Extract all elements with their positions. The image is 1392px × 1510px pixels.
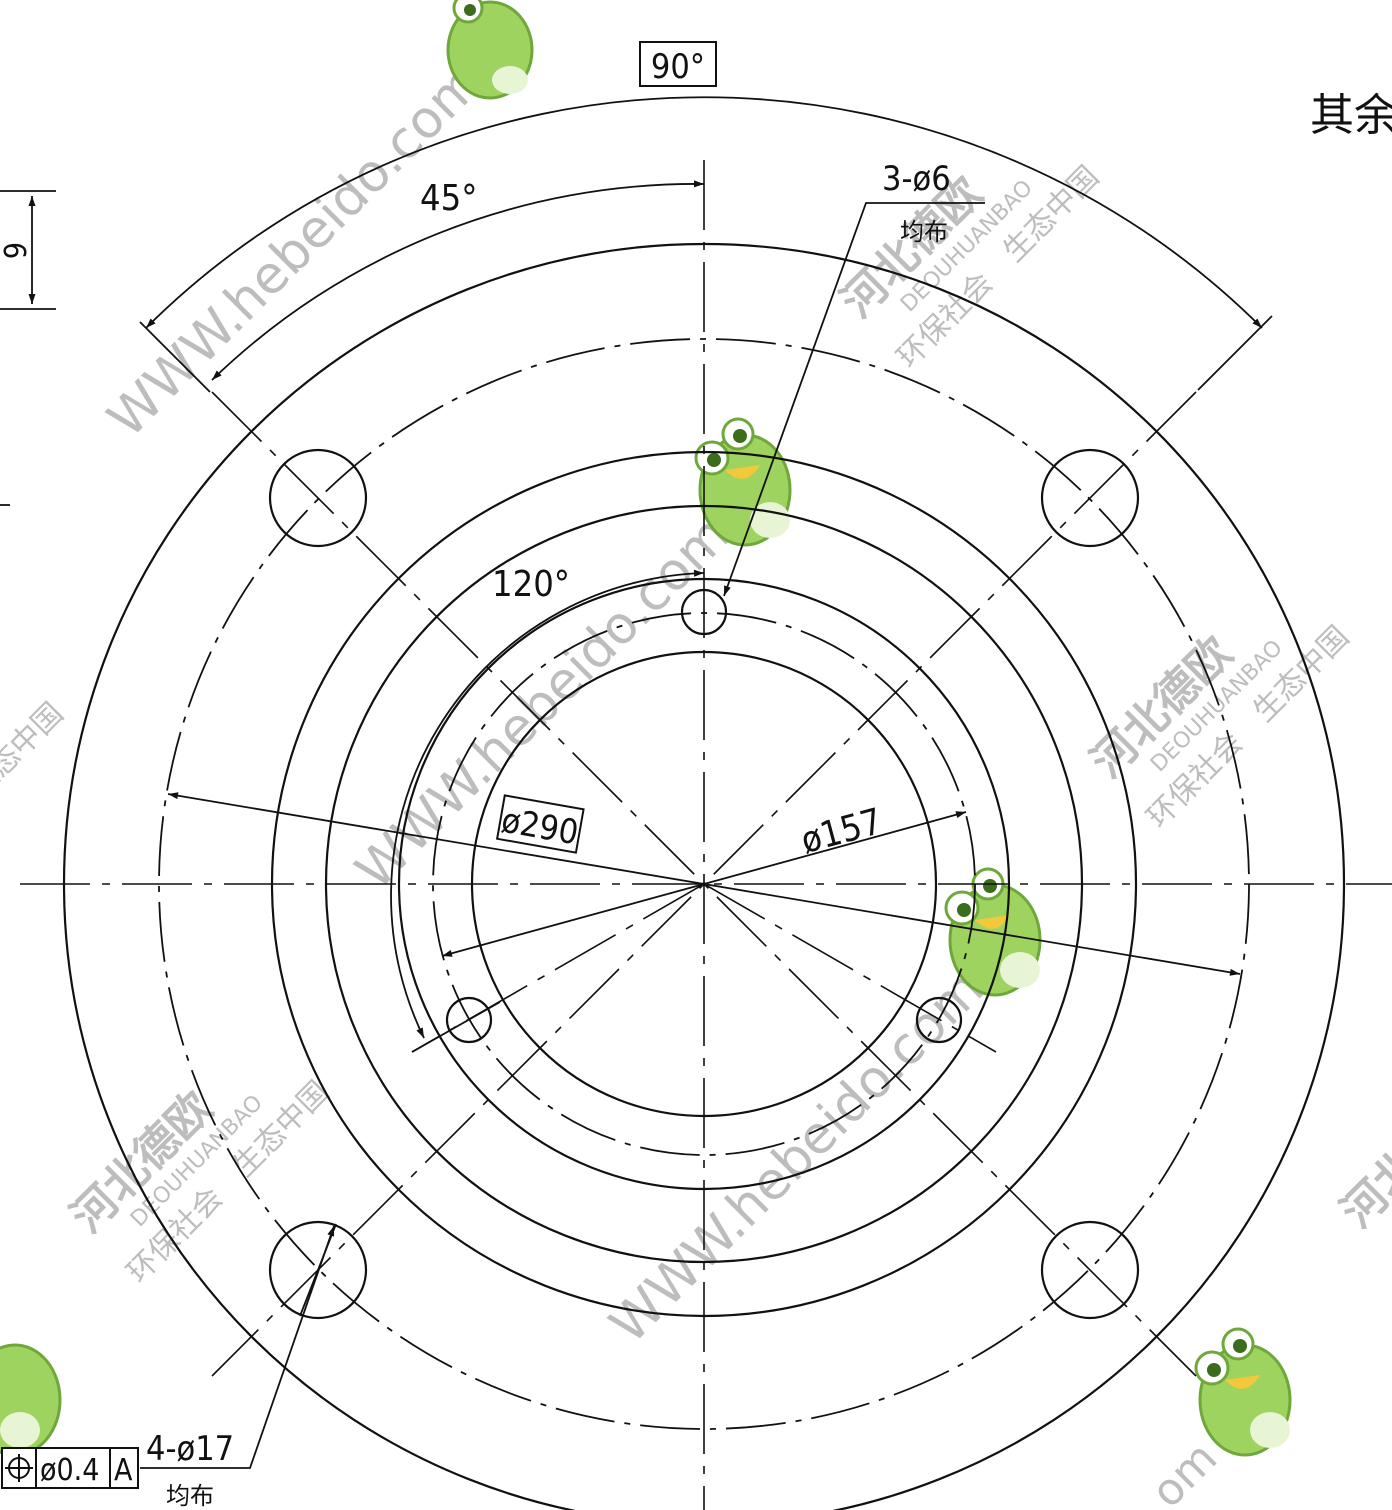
- dia-157-label: ø157: [797, 801, 886, 862]
- watermark-block: 河北德欧: [1332, 1077, 1392, 1238]
- bolt-hole: [268, 1220, 368, 1320]
- basic-angle-box: 90°: [639, 41, 717, 87]
- watermark-url: WWW.hebeido.com: [97, 53, 493, 449]
- small-hole: [915, 996, 963, 1044]
- watermark-company: 河北德欧: [1332, 1077, 1392, 1238]
- position-tolerance-icon: [5, 1454, 33, 1482]
- tolerance-frame: ø0.4 A: [1, 1447, 139, 1489]
- watermark-block: 河北德欧 DEOUHUANBAO 环保社会 生态中国: [832, 159, 1106, 375]
- dimension-lines: [0, 96, 1273, 1469]
- basic-angle-90: 90°: [651, 47, 705, 87]
- bolt-hole: [1040, 1220, 1140, 1320]
- watermark-block: 河北德欧 DEOUHUANBAO 环保社会 生态中国: [1082, 619, 1356, 835]
- surface-finish-note: 其余: [1310, 90, 1392, 141]
- dia-290-box: ø290: [495, 794, 585, 854]
- frog-mascot-icon: [446, 0, 534, 100]
- watermark-slogan: 生态中国: [0, 696, 71, 806]
- tolerance-value: ø0.4: [40, 1453, 99, 1488]
- bolt-hole: [268, 448, 368, 548]
- frog-mascot-icon: [1194, 1327, 1292, 1457]
- small-holes-note: 均布: [900, 218, 948, 246]
- angle-120-label: 120°: [492, 564, 570, 605]
- angle-45-label: 45°: [420, 178, 477, 219]
- watermark-fragment: om: [1142, 1432, 1227, 1510]
- small-holes-label: 3-ø6: [882, 159, 951, 199]
- bolt-hole: [1040, 448, 1140, 548]
- watermark-block: 生态中国: [0, 696, 71, 806]
- bolt-holes-note: 均布: [166, 1482, 214, 1510]
- bolt-holes-label: 4-ø17: [146, 1429, 234, 1469]
- watermark-block: 河北德欧 DEOUHUANBAO 环保社会 生态中国: [62, 1074, 336, 1290]
- frog-mascot-icon: [0, 1343, 62, 1457]
- frog-mascot-icon: [694, 417, 792, 547]
- left-dim-fragment: 6: [0, 242, 31, 259]
- tolerance-datum: A: [114, 1453, 133, 1488]
